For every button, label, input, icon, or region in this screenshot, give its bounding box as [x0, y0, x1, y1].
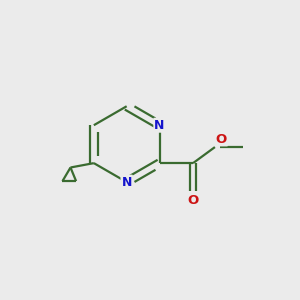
Text: O: O	[216, 133, 227, 146]
Text: N: N	[122, 176, 132, 189]
Text: N: N	[154, 119, 165, 132]
Text: O: O	[188, 194, 199, 207]
